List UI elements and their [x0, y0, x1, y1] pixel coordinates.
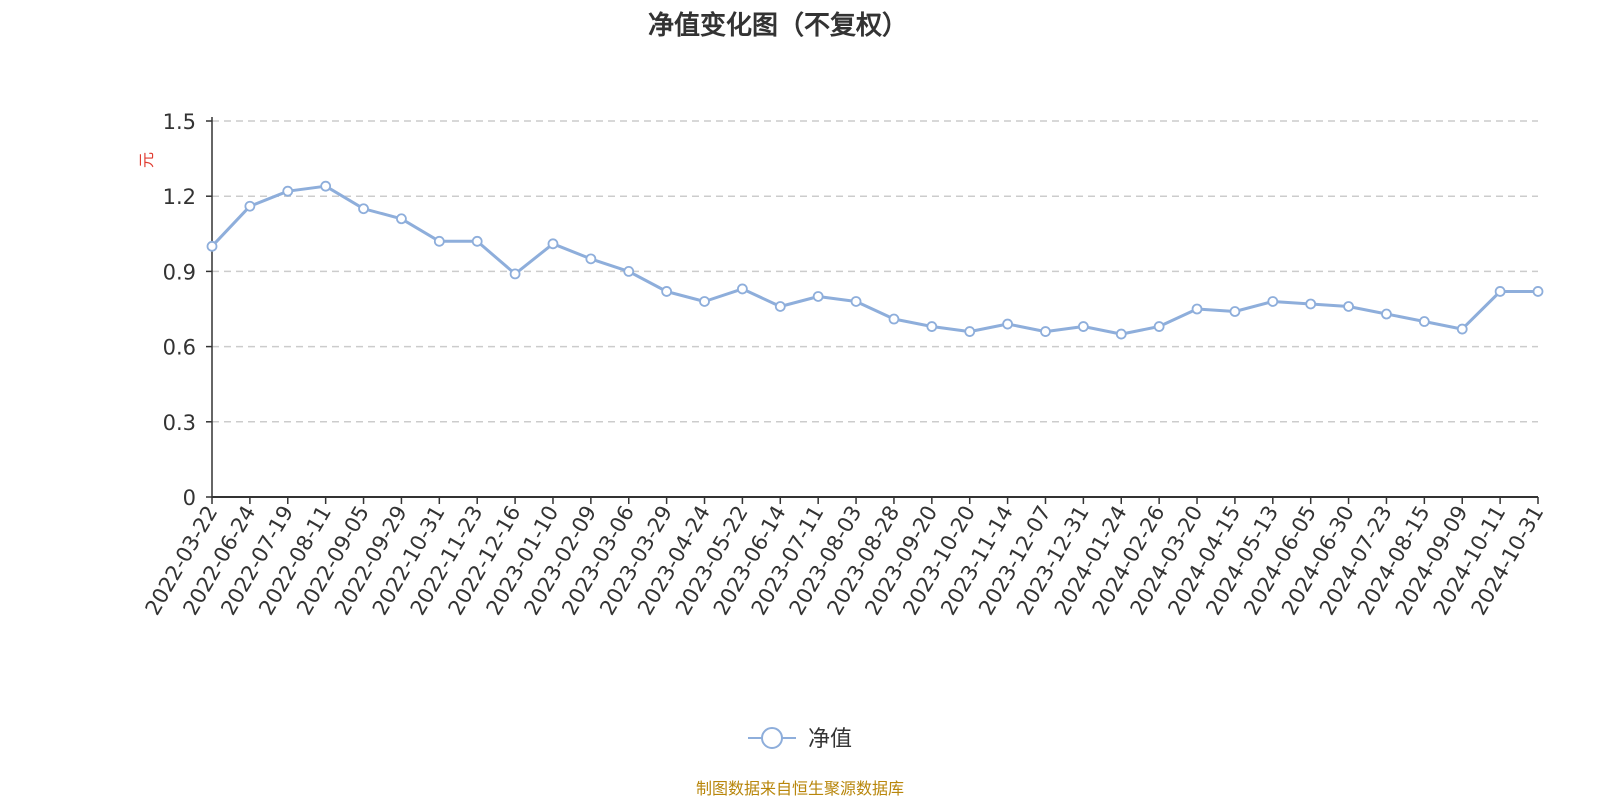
data-point [661, 286, 673, 297]
data-points [206, 180, 1544, 340]
data-point [547, 238, 559, 250]
y-tick-label: 0.6 [163, 336, 196, 360]
data-point [964, 326, 976, 337]
series-line-jingzhi [210, 184, 1538, 336]
legend[interactable]: 净值 [748, 727, 852, 752]
data-point [1305, 298, 1317, 310]
data-point [396, 213, 407, 225]
data-point [774, 301, 786, 312]
data-point [1153, 321, 1165, 332]
data-point [471, 235, 483, 247]
data-point [1418, 316, 1430, 327]
data-point [1077, 321, 1089, 332]
data-point [585, 253, 597, 265]
data-point [1456, 323, 1468, 335]
data-point [320, 180, 332, 192]
data-point [1115, 328, 1127, 340]
grid-lines [212, 120, 1538, 423]
data-point [623, 265, 635, 277]
x-tick-labels: 2022-03-222022-06-242022-07-192022-08-11… [141, 502, 1549, 620]
data-point [244, 200, 256, 212]
data-point [1532, 286, 1544, 297]
y-tick-label: 0.3 [163, 411, 196, 435]
y-axis-label: 元 [137, 152, 156, 168]
y-tick-labels: 0 0.3 0.6 0.9 1.2 1.5 [163, 110, 196, 510]
legend-label: 净值 [808, 727, 852, 752]
data-point [1040, 326, 1051, 337]
source-note: 制图数据来自恒生聚源数据库 [696, 779, 904, 798]
data-point [206, 240, 218, 252]
data-point [1267, 296, 1279, 307]
y-tick-label: 0 [183, 486, 196, 510]
data-point [926, 321, 938, 332]
data-point [509, 268, 521, 280]
data-point [699, 296, 710, 307]
axes [206, 117, 1539, 504]
data-point [737, 283, 748, 295]
data-point [1343, 301, 1354, 312]
y-tick-label: 1.2 [163, 185, 196, 209]
data-point [1229, 306, 1241, 317]
legend-marker-icon [761, 727, 783, 749]
data-point [888, 313, 900, 325]
y-tick-label: 1.5 [163, 110, 196, 134]
data-point [1191, 303, 1203, 315]
data-point [1494, 286, 1506, 297]
chart-title: 净值变化图（不复权） [648, 10, 908, 41]
data-point [1002, 318, 1013, 330]
data-point [812, 291, 824, 302]
data-point [433, 235, 445, 247]
data-point [282, 185, 294, 197]
data-point [1381, 308, 1392, 320]
data-point [358, 203, 369, 215]
data-point [850, 296, 862, 307]
y-tick-label: 0.9 [163, 260, 196, 284]
